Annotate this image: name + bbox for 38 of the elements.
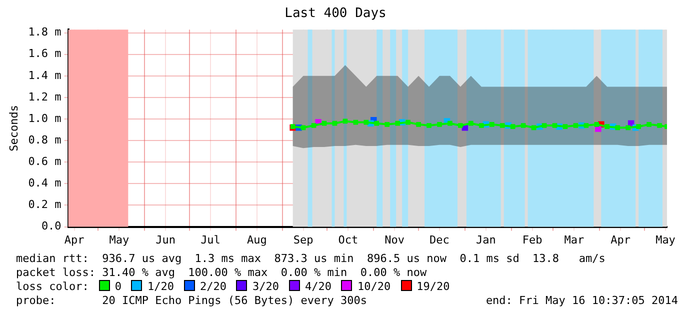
x-tick-label: May [109, 233, 130, 246]
x-tick-label: Nov [384, 233, 405, 246]
x-tick-label: Oct [338, 233, 358, 246]
legend-label: 10/20 [357, 280, 391, 293]
y-tick-label: 1.0 m [28, 112, 62, 125]
legend-label: 0 [114, 280, 122, 293]
legend-label: 1/20 [147, 280, 174, 293]
legend-label: 4/20 [304, 280, 332, 293]
x-tick-label: Feb [522, 233, 542, 246]
text: median rtt: 936.7 us avg 1.3 ms max 873.3 us min 896.5 us now 0.1 ms sd 13.8 am/s [16, 252, 606, 266]
chart-title: Last 400 Days [284, 6, 386, 22]
x-tick-label: Aug [246, 233, 267, 246]
x-tick-label: Mar [564, 233, 585, 246]
x-tick-label: Apr [610, 233, 631, 246]
y-axis-title: Seconds [7, 105, 20, 152]
text: packet loss: 31.40 % avg 100.00 % max 0.00 % min 0.00 % now [16, 266, 428, 280]
y-tick-label: 1.2 m [28, 90, 62, 104]
x-tick-label: Jun [156, 233, 176, 246]
y-tick-label: 1.8 m [28, 26, 62, 39]
legend-label: 19/20 [416, 280, 450, 293]
text: end: Fri May 16 10:37:05 2014 [486, 294, 678, 308]
y-tick-label: 1.6 m [28, 47, 62, 60]
x-tick-label: Jul [200, 233, 220, 246]
y-tick-label: 0.4 m [28, 176, 62, 190]
x-tick-label: May [656, 233, 676, 246]
y-tick-label: 0.0 [41, 220, 62, 233]
legend-title: loss color: [16, 280, 89, 293]
y-tick-label: 0.6 m [28, 155, 62, 168]
legend-label: 3/20 [252, 280, 279, 293]
x-tick-label: Jan [476, 233, 496, 246]
y-tick-label: 1.4 m [28, 68, 62, 82]
x-tick-label: Sep [293, 233, 314, 246]
text: probe: 20 ICMP Echo Pings (56 Bytes) every 300s [16, 294, 367, 307]
y-tick-label: 0.2 m [28, 198, 62, 212]
x-tick-label: Dec [430, 233, 450, 246]
y-tick-label: 0.8 m [28, 133, 62, 146]
x-tick-label: Apr [64, 233, 85, 246]
legend-label: 2/20 [200, 280, 226, 293]
